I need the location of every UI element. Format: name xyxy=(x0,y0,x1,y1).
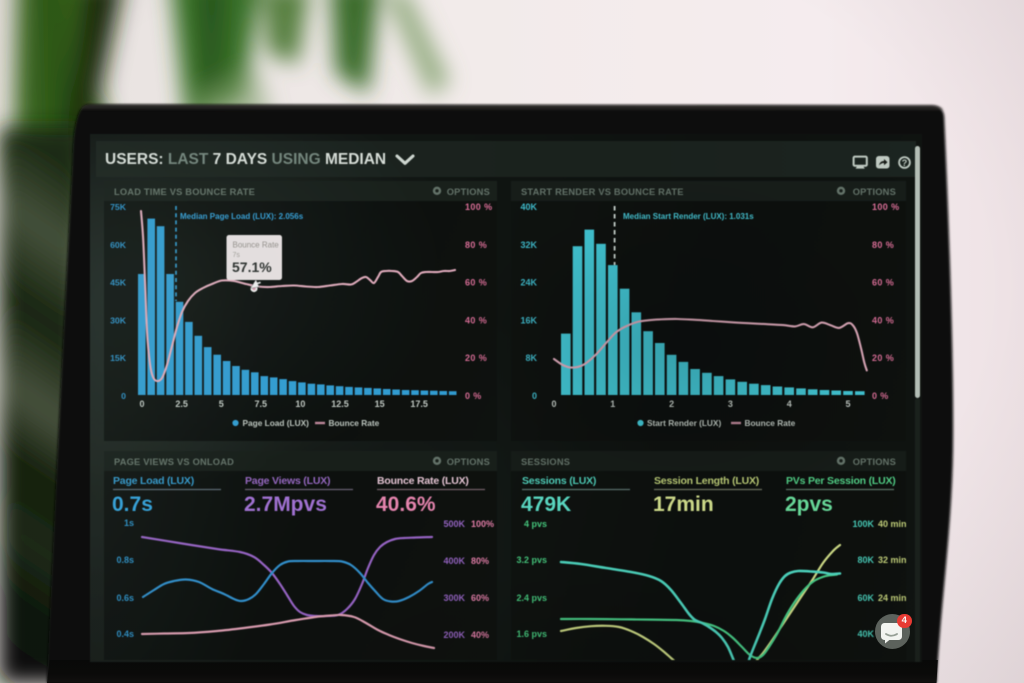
svg-text:20 %: 20 % xyxy=(465,353,487,363)
svg-text:15K: 15K xyxy=(110,353,127,363)
svg-text:45K: 45K xyxy=(110,278,127,288)
svg-text:80%: 80% xyxy=(471,556,489,566)
svg-text:PAGE VIEWS VS ONLOAD: PAGE VIEWS VS ONLOAD xyxy=(114,457,234,467)
svg-text:2: 2 xyxy=(669,399,674,409)
svg-text:100 %: 100 % xyxy=(465,202,493,212)
svg-text:0: 0 xyxy=(139,399,144,409)
svg-text:40.6%: 40.6% xyxy=(376,493,436,516)
svg-text:START RENDER VS BOUNCE RATE: START RENDER VS BOUNCE RATE xyxy=(521,187,684,197)
svg-text:Bounce Rate: Bounce Rate xyxy=(745,418,796,428)
svg-text:60%: 60% xyxy=(471,593,489,603)
svg-text:4: 4 xyxy=(787,399,792,409)
svg-text:PVs Per Session (LUX): PVs Per Session (LUX) xyxy=(786,475,896,487)
svg-text:40 min: 40 min xyxy=(878,519,906,529)
svg-text:7.5: 7.5 xyxy=(255,399,268,409)
svg-text:0: 0 xyxy=(532,391,537,401)
svg-text:30K: 30K xyxy=(110,315,127,325)
svg-text:12.5: 12.5 xyxy=(331,399,349,409)
svg-text:40 %: 40 % xyxy=(465,315,487,325)
svg-text:100%: 100% xyxy=(471,519,494,529)
svg-text:24 min: 24 min xyxy=(878,593,906,603)
svg-text:40 %: 40 % xyxy=(872,315,894,325)
svg-text:17.5: 17.5 xyxy=(410,399,428,409)
svg-text:0.4s: 0.4s xyxy=(116,629,134,639)
svg-text:Bounce Rate: Bounce Rate xyxy=(233,241,280,250)
svg-text:1: 1 xyxy=(610,399,615,409)
svg-text:57.1%: 57.1% xyxy=(232,259,272,275)
svg-text:300K: 300K xyxy=(443,593,465,603)
svg-text:2.5: 2.5 xyxy=(175,399,188,409)
svg-text:100K: 100K xyxy=(852,519,874,529)
svg-text:Median Start Render (LUX): 1.0: Median Start Render (LUX): 1.031s xyxy=(623,212,754,221)
svg-text:2.4 pvs: 2.4 pvs xyxy=(516,593,547,603)
svg-text:7s: 7s xyxy=(233,252,241,259)
svg-text:OPTIONS: OPTIONS xyxy=(447,457,490,467)
svg-text:Median Page Load (LUX): 2.056s: Median Page Load (LUX): 2.056s xyxy=(180,212,304,221)
svg-text:5: 5 xyxy=(845,399,850,409)
svg-text:200K: 200K xyxy=(443,630,465,640)
svg-text:0 %: 0 % xyxy=(872,391,889,401)
svg-text:?: ? xyxy=(902,158,908,168)
svg-text:60 %: 60 % xyxy=(872,278,894,288)
svg-text:24K: 24K xyxy=(520,278,537,288)
svg-text:0 %: 0 % xyxy=(465,391,482,401)
svg-text:40K: 40K xyxy=(857,629,874,639)
svg-text:1s: 1s xyxy=(124,518,134,528)
svg-text:10: 10 xyxy=(295,399,305,409)
svg-text:0: 0 xyxy=(551,399,556,409)
svg-text:15: 15 xyxy=(375,399,385,409)
svg-text:Bounce Rate (LUX): Bounce Rate (LUX) xyxy=(377,475,469,487)
svg-text:Session Length (LUX): Session Length (LUX) xyxy=(654,475,759,487)
svg-text:479K: 479K xyxy=(521,493,571,516)
svg-text:80 %: 80 % xyxy=(872,240,894,250)
svg-text:1.6 pvs: 1.6 pvs xyxy=(516,629,547,639)
svg-text:LOAD TIME VS BOUNCE RATE: LOAD TIME VS BOUNCE RATE xyxy=(114,187,255,197)
svg-text:60K: 60K xyxy=(110,240,127,250)
svg-text:60 %: 60 % xyxy=(465,278,487,288)
svg-text:75K: 75K xyxy=(110,202,127,212)
svg-text:0.6s: 0.6s xyxy=(116,593,134,603)
svg-text:32 min: 32 min xyxy=(878,555,906,565)
svg-text:SESSIONS: SESSIONS xyxy=(521,457,570,467)
svg-text:17min: 17min xyxy=(653,493,714,516)
svg-text:2.7Mpvs: 2.7Mpvs xyxy=(244,493,327,516)
svg-text:80 %: 80 % xyxy=(465,240,487,250)
svg-text:0.8s: 0.8s xyxy=(116,555,134,565)
svg-text:Page Load (LUX): Page Load (LUX) xyxy=(113,475,194,487)
svg-text:5: 5 xyxy=(219,399,224,409)
svg-text:Sessions (LUX): Sessions (LUX) xyxy=(522,475,596,487)
svg-text:60K: 60K xyxy=(857,593,874,603)
svg-text:0: 0 xyxy=(121,391,126,401)
svg-text:OPTIONS: OPTIONS xyxy=(853,187,896,197)
svg-text:Start Render (LUX): Start Render (LUX) xyxy=(647,418,721,428)
svg-text:100 %: 100 % xyxy=(872,202,900,212)
svg-text:OPTIONS: OPTIONS xyxy=(447,187,490,197)
svg-text:20 %: 20 % xyxy=(872,353,894,363)
svg-text:2pvs: 2pvs xyxy=(785,493,833,516)
svg-text:4 pvs: 4 pvs xyxy=(524,519,547,529)
svg-text:0.7s: 0.7s xyxy=(112,493,153,516)
svg-text:32K: 32K xyxy=(520,240,537,250)
svg-text:3: 3 xyxy=(728,399,733,409)
svg-text:OPTIONS: OPTIONS xyxy=(853,457,896,467)
svg-text:16K: 16K xyxy=(520,315,537,325)
svg-text:3.2 pvs: 3.2 pvs xyxy=(516,555,547,565)
svg-text:Page Views (LUX): Page Views (LUX) xyxy=(245,475,330,487)
svg-text:400K: 400K xyxy=(443,556,465,566)
svg-text:40K: 40K xyxy=(520,202,537,212)
svg-text:80K: 80K xyxy=(857,555,874,565)
svg-text:8K: 8K xyxy=(525,353,537,363)
svg-text:Bounce Rate: Bounce Rate xyxy=(329,418,380,428)
svg-text:500K: 500K xyxy=(443,519,465,529)
svg-text:Page Load (LUX): Page Load (LUX) xyxy=(243,418,310,428)
svg-text:40%: 40% xyxy=(471,630,489,640)
